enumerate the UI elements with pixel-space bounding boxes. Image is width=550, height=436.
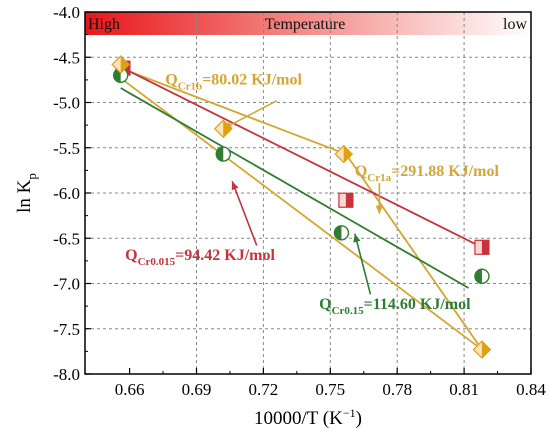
- y-tick-label: -4.0: [53, 3, 80, 22]
- x-tick-label: 0.66: [115, 380, 145, 399]
- annotation-q: Q: [319, 296, 331, 313]
- y-tick-label: -5.0: [53, 94, 80, 113]
- temperature-gradient-bar: [85, 12, 531, 35]
- y-tick-label: -5.5: [53, 139, 80, 158]
- circle-marker-fill: [474, 269, 482, 284]
- annotation-arrow-line: [354, 233, 372, 295]
- y-axis-label: ln Kp: [14, 173, 39, 213]
- fit-line-square: [122, 67, 483, 249]
- point-diamond: [213, 119, 233, 139]
- square-marker-fill: [481, 240, 489, 255]
- x-axis-label: 10000/T (K−1): [254, 406, 362, 429]
- annotation-value: =80.02 KJ/mol: [202, 71, 302, 88]
- point-diamond: [334, 144, 354, 164]
- band-label-high: High: [88, 16, 120, 33]
- y-tick-label: -7.0: [53, 275, 80, 294]
- annotation-arrow-head: [353, 233, 361, 243]
- point-diamond: [111, 55, 131, 74]
- annotation-q-cr0.15: QCr0.15=114.60 KJ/mol: [319, 296, 471, 317]
- annotation-q-cr1a: QCr1a=291.88 KJ/mol: [355, 163, 500, 184]
- y-tick-label: -6.0: [53, 184, 80, 203]
- grid: [85, 12, 531, 374]
- y-tick-label: -6.5: [53, 229, 80, 248]
- annotation-arrow-head: [231, 181, 239, 191]
- y-tick-label: -7.5: [53, 320, 80, 339]
- annotation-q-cr0.015: QCr0.015=94.42 KJ/mol: [125, 247, 275, 268]
- fit-line-cr1: [345, 153, 483, 351]
- annotation-q-cr1b: QCr1b=80.02 KJ/mol: [165, 71, 302, 92]
- point-square: [338, 192, 354, 208]
- x-tick-label: 0.69: [182, 380, 212, 399]
- annotation-subscript: Cr1b: [178, 80, 202, 92]
- diamond-marker-fill: [343, 145, 353, 163]
- annotation-value: =114.60 KJ/mol: [364, 296, 471, 313]
- circle-marker-fill: [216, 147, 224, 162]
- annotation-subscript: Cr0.15: [332, 305, 365, 317]
- point-diamond: [472, 340, 492, 359]
- annotation-arrow-line: [222, 99, 278, 130]
- annotation-q: Q: [165, 71, 177, 88]
- y-tick-label: -4.5: [53, 48, 80, 67]
- annotation-subscript: Cr0.015: [138, 256, 176, 268]
- band-label-temperature: Temperature: [265, 16, 346, 33]
- annotation-arrow-line: [231, 180, 258, 246]
- x-tick-label: 0.75: [315, 380, 345, 399]
- point-circle: [333, 225, 350, 241]
- x-tick-label: 0.72: [249, 380, 279, 399]
- data-points: [111, 55, 492, 359]
- diamond-marker-fill: [120, 55, 130, 73]
- diamond-marker-fill: [481, 341, 491, 359]
- fit-lines: [120, 67, 483, 351]
- circle-marker-fill: [334, 225, 342, 240]
- annotation-q: Q: [125, 247, 137, 264]
- point-square: [474, 239, 490, 255]
- square-marker-fill: [122, 61, 130, 76]
- axis-ticks: 0.66 0.69 0.72 0.75 0.78 0.81 0.84 -4.0 -4.5 -5.0…: [53, 3, 546, 399]
- point-circle: [215, 146, 231, 162]
- fit-line-cr1: [120, 67, 347, 155]
- x-tick-label: 0.81: [449, 380, 479, 399]
- y-tick-label: -8.0: [53, 365, 80, 384]
- fit-line-circle: [120, 87, 470, 289]
- band-label-low: low: [503, 16, 527, 33]
- temperature-band: High Temperature low: [85, 12, 531, 35]
- point-circle: [474, 268, 490, 284]
- annotation-subscript: Cr1a: [367, 172, 391, 184]
- x-tick-label: 0.78: [382, 380, 412, 399]
- annotation-q: Q: [355, 163, 367, 180]
- annotation-value: =94.42 KJ/mol: [175, 247, 275, 264]
- diamond-marker-fill: [223, 120, 232, 138]
- annotation-arrow-head: [375, 205, 384, 214]
- x-tick-label: 0.84: [516, 380, 546, 399]
- annotation-value: =291.88 KJ/mol: [391, 163, 499, 180]
- square-marker-fill: [345, 193, 353, 208]
